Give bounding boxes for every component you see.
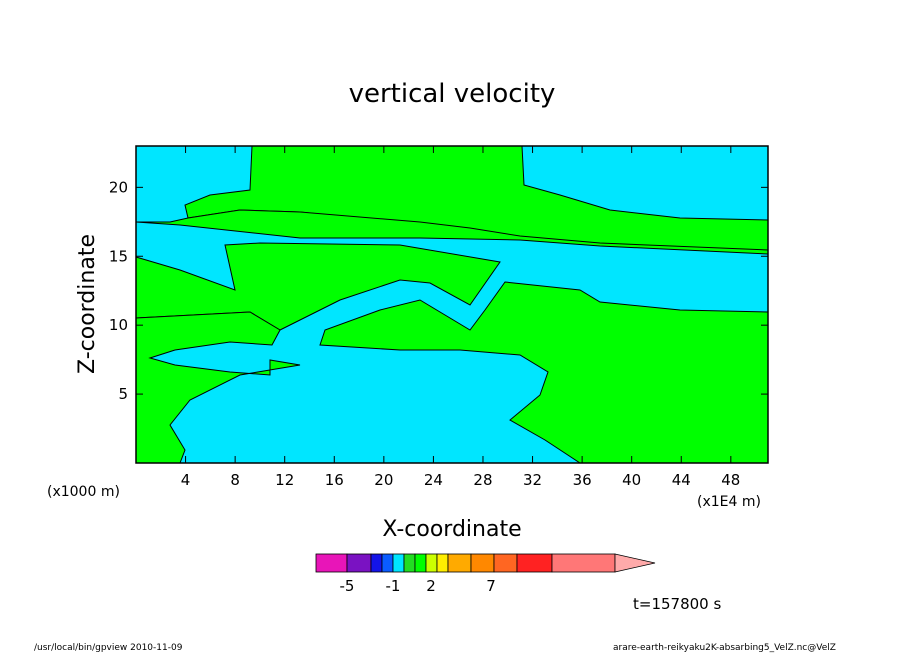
x-tick-label: 16 bbox=[325, 471, 344, 489]
colorbar bbox=[315, 553, 656, 573]
colorbar-segment bbox=[470, 553, 495, 573]
x-tick-label: 4 bbox=[181, 471, 191, 489]
colorbar-tick-label: 2 bbox=[426, 577, 436, 595]
y-tick-label: 20 bbox=[109, 178, 128, 196]
contour-regions bbox=[135, 145, 769, 464]
x-tick-label: 40 bbox=[622, 471, 641, 489]
x-axis-ticks: 4 8 12 16 20 24 28 32 36 40 44 48 bbox=[181, 146, 740, 489]
plot-frame bbox=[135, 145, 769, 464]
x-unit-left: (x1000 m) bbox=[47, 484, 120, 500]
x-axis-label: X-coordinate bbox=[382, 517, 521, 542]
colorbar-labels: -5 -1 2 7 bbox=[340, 577, 496, 595]
colorbar-extension bbox=[614, 553, 656, 573]
colorbar-segment bbox=[516, 553, 553, 573]
footer-right: arare-earth-reikyaku2K-absarbing5_VelZ.n… bbox=[613, 643, 836, 653]
colorbar-tick-label: -1 bbox=[386, 577, 401, 595]
x-tick-label: 8 bbox=[230, 471, 240, 489]
colorbar-segment bbox=[315, 553, 348, 573]
colorbar-segment bbox=[346, 553, 372, 573]
x-tick-label: 20 bbox=[374, 471, 393, 489]
colorbar-segment bbox=[493, 553, 518, 573]
green-middle-right bbox=[319, 281, 769, 464]
chart-title: vertical velocity bbox=[349, 79, 556, 109]
x-tick-label: 44 bbox=[672, 471, 691, 489]
y-axis-ticks: 5 10 15 20 bbox=[109, 178, 768, 403]
colorbar-segment bbox=[447, 553, 472, 573]
y-tick-label: 15 bbox=[109, 247, 128, 265]
x-tick-label: 12 bbox=[275, 471, 294, 489]
x-tick-label: 48 bbox=[721, 471, 740, 489]
colorbar-tick-label: 7 bbox=[486, 577, 496, 595]
footer-left: /usr/local/bin/gpview 2010-11-09 bbox=[34, 643, 183, 653]
colorbar-segment bbox=[370, 553, 383, 573]
colorbar-segment bbox=[381, 553, 394, 573]
x-tick-label: 32 bbox=[523, 471, 542, 489]
time-label: t=157800 s bbox=[633, 595, 721, 613]
colorbar-segment bbox=[392, 553, 405, 573]
y-tick-label: 10 bbox=[109, 316, 128, 334]
y-tick-label: 5 bbox=[118, 385, 128, 403]
x-tick-label: 28 bbox=[473, 471, 492, 489]
colorbar-segment bbox=[551, 553, 616, 573]
x-unit-right: (x1E4 m) bbox=[697, 494, 761, 510]
colorbar-segment bbox=[403, 553, 416, 573]
colorbar-tick-label: -5 bbox=[340, 577, 355, 595]
y-axis-label: Z-coordinate bbox=[75, 234, 100, 374]
colorbar-segment bbox=[436, 553, 449, 573]
colorbar-segment bbox=[425, 553, 438, 573]
x-tick-label: 36 bbox=[573, 471, 592, 489]
x-tick-label: 24 bbox=[424, 471, 443, 489]
green-lower-left bbox=[135, 311, 301, 464]
colorbar-segment bbox=[414, 553, 427, 573]
green-upper-band bbox=[135, 209, 769, 255]
